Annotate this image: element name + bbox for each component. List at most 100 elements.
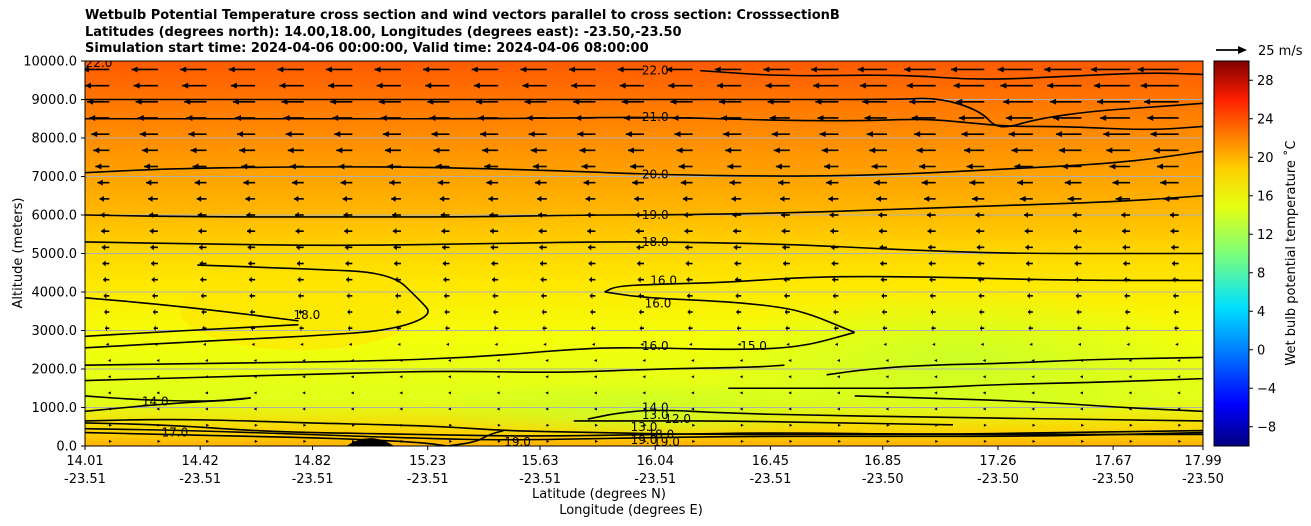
wind-vector-head bbox=[143, 163, 150, 170]
wind-vector-head bbox=[350, 375, 354, 379]
wind-vector-head bbox=[1011, 147, 1018, 154]
contour-line bbox=[604, 291, 855, 334]
wind-vector-head bbox=[932, 342, 936, 346]
wind-vector-head bbox=[150, 244, 154, 251]
wind-vector-head bbox=[958, 114, 965, 121]
wind-vector-head bbox=[1177, 359, 1181, 363]
wind-vector-head bbox=[1128, 359, 1132, 363]
wind-vector-head bbox=[93, 147, 100, 154]
wind-vector-head bbox=[249, 292, 253, 299]
wind-vector-head bbox=[153, 325, 156, 332]
wind-vector-head bbox=[590, 309, 593, 316]
contour-line bbox=[700, 69, 1203, 80]
wind-vector-head bbox=[1000, 82, 1007, 89]
wind-vector-head bbox=[767, 98, 774, 105]
wind-vector-head bbox=[1128, 375, 1132, 379]
wind-vector-head bbox=[1121, 212, 1126, 218]
wind-vector-head bbox=[934, 359, 938, 363]
wind-vector-head bbox=[934, 391, 938, 395]
contour-label: 16.0 bbox=[645, 297, 672, 311]
wind-vector-head bbox=[296, 260, 300, 267]
x-tick-label-lat: 17.99 bbox=[1184, 454, 1221, 469]
wind-vector-head bbox=[399, 391, 403, 395]
wind-vector-head bbox=[789, 439, 793, 443]
wind-vector-head bbox=[545, 359, 549, 363]
wind-vector-head bbox=[1177, 375, 1181, 379]
wind-vector-head bbox=[729, 179, 735, 186]
wind-vector-head bbox=[184, 98, 191, 105]
wind-vector-head bbox=[976, 244, 981, 251]
wind-vector-head bbox=[832, 276, 836, 283]
wind-vector-head bbox=[585, 195, 591, 202]
quiver-key-label: 25 m/s bbox=[1258, 44, 1303, 59]
wind-vector-head bbox=[927, 228, 932, 235]
wind-vector-head bbox=[153, 309, 156, 316]
contour-line bbox=[85, 331, 855, 366]
wind-vector-head bbox=[826, 179, 832, 186]
wind-vector-head bbox=[486, 179, 492, 186]
wind-vector-head bbox=[302, 375, 306, 379]
wind-vector-head bbox=[131, 66, 138, 73]
wind-vector-head bbox=[878, 212, 883, 218]
wind-vector-head bbox=[637, 260, 641, 267]
wind-vector-head bbox=[674, 131, 681, 138]
wind-vector-head bbox=[862, 98, 869, 105]
colorbar-tick-label: 24 bbox=[1257, 112, 1274, 127]
contour-label: 19.0 bbox=[504, 435, 531, 449]
wind-vector-head bbox=[813, 82, 820, 89]
colorbar-tick-label: −4 bbox=[1257, 382, 1276, 397]
wind-vector-head bbox=[1031, 407, 1035, 411]
contour-line bbox=[85, 116, 1203, 131]
wind-vector-head bbox=[488, 195, 493, 202]
wind-vector-head bbox=[537, 195, 542, 202]
x-tick-label-lon: -23.51 bbox=[292, 472, 334, 487]
wind-vector-head bbox=[636, 244, 640, 251]
wind-vector-head bbox=[1047, 82, 1054, 89]
wind-vector-head bbox=[739, 391, 743, 395]
wind-vector-head bbox=[475, 98, 482, 105]
wind-vector-head bbox=[733, 228, 737, 235]
wind-vector-head bbox=[831, 260, 835, 267]
contour-label: 13.0 bbox=[642, 408, 669, 422]
wind-vector-head bbox=[201, 309, 204, 316]
wind-vector-head bbox=[1125, 325, 1128, 332]
wind-vector-head bbox=[882, 309, 885, 316]
wind-vector-head bbox=[108, 423, 112, 427]
wind-vector-head bbox=[684, 228, 689, 235]
wind-vector-head bbox=[1144, 98, 1151, 105]
contour-line bbox=[85, 418, 1203, 436]
wind-vector-head bbox=[688, 325, 691, 332]
wind-vector-head bbox=[246, 228, 251, 235]
contour-label: 18.0 bbox=[294, 308, 321, 322]
wind-vector-head bbox=[639, 325, 642, 332]
wind-vector-head bbox=[935, 439, 939, 443]
colorbar: −8 −4 0 4 8 12 16 20 24 28 Wet bulb potential tem… bbox=[1213, 60, 1299, 447]
wind-vector-head bbox=[392, 228, 397, 235]
contour-line bbox=[85, 364, 785, 382]
wind-vector-head bbox=[1103, 131, 1110, 138]
wind-vector-head bbox=[1126, 342, 1130, 346]
wind-vector-head bbox=[346, 292, 350, 299]
wind-vector-head bbox=[909, 98, 916, 105]
x-tick-label-lat: 14.42 bbox=[182, 454, 219, 469]
y-axis-label: Altitude (meters) bbox=[11, 198, 26, 309]
wind-vector-head bbox=[351, 439, 355, 443]
wind-vector-head bbox=[691, 407, 695, 411]
colorbar-tick-label: 16 bbox=[1257, 189, 1274, 204]
wind-vector-head bbox=[642, 359, 646, 363]
wind-vector-head bbox=[885, 391, 889, 395]
wind-vector-head bbox=[906, 82, 913, 89]
wind-vector-head bbox=[961, 131, 968, 138]
x-axis-label-latitude: Latitude (degrees N) bbox=[532, 487, 666, 502]
wind-vector-head bbox=[737, 325, 739, 332]
wind-vector-head bbox=[969, 179, 976, 186]
x-tick-label-lat: 17.67 bbox=[1095, 454, 1132, 469]
wind-vector-head bbox=[643, 423, 647, 427]
quiver-key-arrowhead bbox=[1238, 46, 1247, 54]
wind-vector-head bbox=[543, 342, 547, 346]
wind-vector-head bbox=[587, 244, 592, 251]
wind-vector-head bbox=[448, 375, 452, 379]
wind-vector-head bbox=[1150, 131, 1157, 138]
wind-vector-head bbox=[545, 407, 549, 411]
wind-vector-head bbox=[446, 342, 450, 346]
